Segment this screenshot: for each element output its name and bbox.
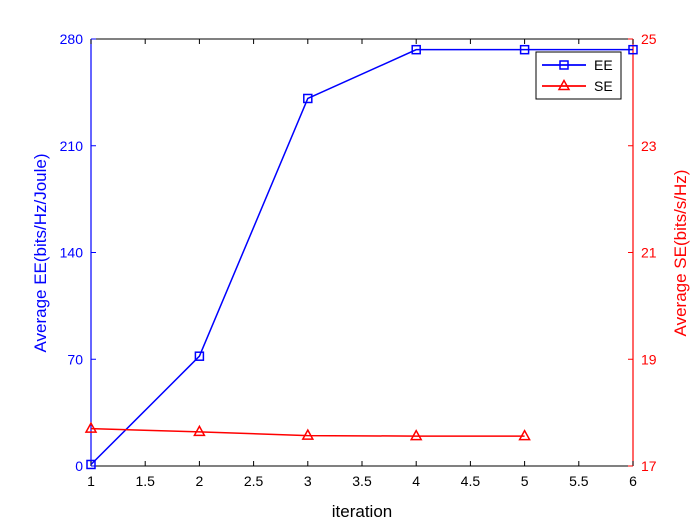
axes-layer: 1 1.5 2 2.5 3 3.5 4 4.5 5 5.5 6 0 70 140 210 280 17 19 21 2… [60,31,657,489]
ee-data-point [194,351,205,361]
x-tick-label: 3.5 [352,473,372,489]
x-tick-label: 5.5 [569,473,589,489]
left-y-tick-label: 140 [60,245,84,261]
right-y-tick-label: 21 [641,245,657,261]
right-y-axis-label: Average SE(bits/s/Hz) [671,170,690,337]
se-data-point [193,424,206,437]
x-tick-label: 4 [412,473,420,489]
left-y-axis-label: Average EE(bits/Hz/Joule) [31,153,50,352]
left-y-tick-label: 210 [60,138,84,154]
ee-data-point [628,44,638,55]
ee-data-point [411,44,421,55]
se-series-line [90,427,525,437]
x-tick-label: 3 [304,473,312,489]
x-axis-label: iteration [332,502,392,521]
x-tick-label: 1 [87,473,95,489]
x-tick-label: 2 [196,473,204,489]
legend-label-se: SE [594,78,613,94]
x-tick-label: 5 [521,473,529,489]
se-data-point [518,429,531,441]
right-y-tick-label: 25 [641,31,657,47]
right-y-tick-label: 23 [641,138,657,154]
left-y-tick-label: 0 [75,458,83,474]
legend-marker-se [557,78,571,91]
x-tick-label: 2.5 [244,473,264,489]
legend-marker-ee [559,60,569,70]
x-tick-label: 4.5 [461,473,481,489]
x-tick-label: 1.5 [135,473,155,489]
left-y-tick-label: 280 [60,31,84,47]
series-layer [84,44,638,470]
x-tick-label: 6 [629,473,637,489]
ee-data-point [303,93,313,104]
right-y-tick-label: 19 [641,351,657,367]
legend-label-ee: EE [594,57,613,73]
ee-series-line [90,48,633,466]
se-data-point [84,421,98,433]
right-y-tick-label: 17 [641,458,657,474]
plot-background [91,39,633,466]
left-y-tick-label: 70 [67,351,83,367]
ee-data-point [519,44,530,55]
se-data-point [301,428,315,440]
legend: EE SE [535,51,622,100]
se-data-point [409,429,423,441]
ee-data-point [86,459,96,470]
legend-box [535,51,622,100]
